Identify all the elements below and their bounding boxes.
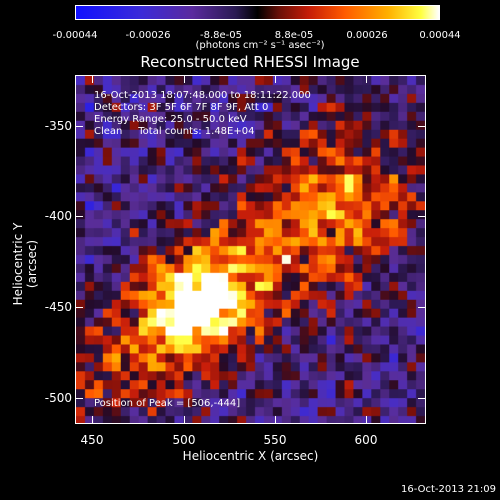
image-panel: 16-Oct-2013 18:07:48.000 to 18:11:22.000… xyxy=(75,75,426,424)
y-tick xyxy=(418,216,426,217)
plot-timestamp: 16-Oct-2013 21:09 xyxy=(401,484,496,495)
x-tick xyxy=(184,416,185,424)
detectors: Detectors: 3F 5F 6F 7F 8F 9F, Att 0 xyxy=(94,102,269,113)
colorbar-tick-label: 0.00044 xyxy=(419,30,461,41)
colorbar-unit: (photons cm⁻² s⁻¹ asec⁻²) xyxy=(195,40,325,51)
y-tick xyxy=(418,126,426,127)
x-tick xyxy=(184,75,185,83)
y-axis-title: Heliocentric Y (arcsec) xyxy=(11,222,39,306)
x-tick xyxy=(275,416,276,424)
x-tick xyxy=(366,416,367,424)
y-tick-label: -400 xyxy=(44,209,72,223)
colorbar-tick-label: -0.00044 xyxy=(52,30,98,41)
y-tick xyxy=(75,126,83,127)
colorbar xyxy=(75,5,440,20)
y-tick xyxy=(75,307,83,308)
colorbar-tick-label: 8.8e-05 xyxy=(274,30,314,41)
y-tick-label: -500 xyxy=(44,391,72,405)
x-tick-label: 600 xyxy=(354,433,378,447)
peak-position: Position of Peak = [506,-444] xyxy=(94,398,241,409)
x-tick xyxy=(92,75,93,83)
y-tick xyxy=(418,307,426,308)
x-tick xyxy=(275,75,276,83)
x-axis-title: Heliocentric X (arcsec) xyxy=(182,449,319,463)
x-tick-label: 500 xyxy=(172,433,196,447)
y-tick xyxy=(75,216,83,217)
rhessi-image xyxy=(76,76,425,423)
colorbar-tick-label: 0.00026 xyxy=(346,30,388,41)
y-tick-label: -450 xyxy=(44,300,72,314)
colorbar-tick-label: -0.00026 xyxy=(125,30,171,41)
counts: Clean Total counts: 1.48E+04 xyxy=(94,126,255,137)
y-tick xyxy=(75,398,83,399)
y-tick-label: -350 xyxy=(44,119,72,133)
colorbar-tick-label: -8.8e-05 xyxy=(200,30,242,41)
energy-range: Energy Range: 25.0 - 50.0 keV xyxy=(94,114,247,125)
time-range: 16-Oct-2013 18:07:48.000 to 18:11:22.000 xyxy=(94,90,311,101)
x-tick xyxy=(92,416,93,424)
x-tick-label: 550 xyxy=(263,433,287,447)
x-tick-label: 450 xyxy=(80,433,104,447)
x-tick xyxy=(366,75,367,83)
image-title: Reconstructed RHESSI Image xyxy=(140,53,360,71)
y-tick xyxy=(418,398,426,399)
